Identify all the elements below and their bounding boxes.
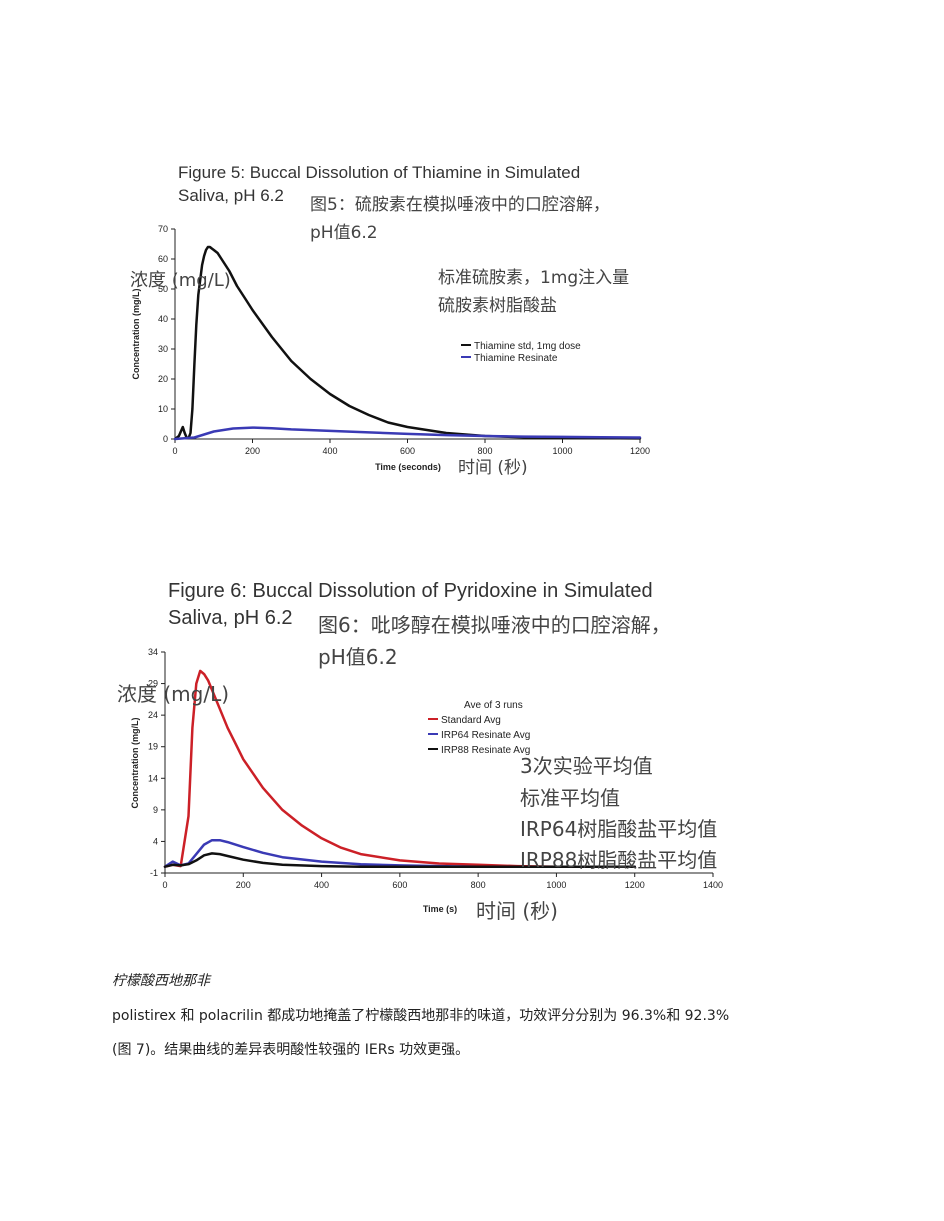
figure6-x-tick-label: 600 (392, 880, 407, 890)
figure6-zh-title-line2: pH值6.2 (318, 645, 398, 669)
figure6-zh-legend-line3: IRP64树脂酸盐平均值 (520, 817, 718, 841)
figure5-y-tick-label: 30 (158, 344, 168, 354)
figure6-zh-ylabel: 浓度 (mg/L) (117, 682, 230, 706)
figure5-zh-xlabel: 时间 (秒) (458, 458, 528, 478)
figure5-x-tick-label: 400 (322, 446, 337, 456)
figure5-x-tick-label: 200 (245, 446, 260, 456)
figure6-x-axis-label: Time (s) (423, 904, 457, 914)
figure6-zh-title-line1: 图6：吡哆醇在模拟唾液中的口腔溶解， (318, 613, 671, 637)
figure6-zh-legend-line2: 标准平均值 (520, 786, 620, 810)
figure6-y-tick-label: 9 (153, 805, 158, 815)
figure6-y-axis-label: Concentration (mg/L) (130, 718, 140, 809)
figure5-x-tick-label: 0 (172, 446, 177, 456)
figure5-x-tick-label: 600 (400, 446, 415, 456)
figure5-x-tick-label: 800 (477, 446, 492, 456)
figure6-x-tick-label: 0 (162, 880, 167, 890)
figure6-zh-legend-line4: IRP88树脂酸盐平均值 (520, 848, 718, 872)
figure6-chart: -1 4 9 14 19 24 29 34 0 200 400 600 800 1000 1200 1400 T… (130, 647, 723, 914)
figure6-y-tick-label: 24 (148, 710, 158, 720)
figure6-title-line2: Saliva, pH 6.2 (168, 607, 293, 629)
figure5-x-tick-label: 1200 (630, 446, 650, 456)
figure6-y-tick-label: 19 (148, 742, 158, 752)
figure5-zh-title-line1: 图5：硫胺素在模拟唾液中的口腔溶解， (310, 195, 610, 215)
section-paragraph-line1: polistirex 和 polacrilin 都成功地掩盖了柠檬酸西地那非的味… (112, 1008, 730, 1024)
figure5-series-line-1 (173, 245, 642, 441)
figure6-series-line-3 (163, 852, 636, 868)
figure5-y-tick-label: 60 (158, 254, 168, 264)
section-heading: 柠檬酸西地那非 (112, 973, 210, 989)
figure6-legend-entry-2: IRP64 Resinate Avg (441, 730, 530, 741)
figure6-y-tick-label: 4 (153, 836, 158, 846)
figure5-series-line-2 (173, 426, 642, 441)
figure6-zh-xlabel: 时间 (秒) (476, 899, 558, 923)
figure5-chart: 0 10 20 30 40 50 60 70 0 200 400 600 800 1000 1200 Time… (131, 224, 650, 472)
figure5-y-tick-label: 50 (158, 284, 168, 294)
figure5-title-line2: Saliva, pH 6.2 (178, 186, 284, 205)
figure6-x-tick-label: 1400 (703, 880, 723, 890)
figure6-x-tick-label: 800 (471, 880, 486, 890)
figure6-title-line1: Figure 6: Buccal Dissolution of Pyridoxi… (168, 580, 653, 602)
figure6-x-tick-label: 200 (236, 880, 251, 890)
figure5-y-axis-label: Concentration (mg/L) (131, 289, 141, 380)
figure6-y-tick-label: 14 (148, 773, 158, 783)
figure6-x-tick-label: 400 (314, 880, 329, 890)
figure6-zh-legend-line1: 3次实验平均值 (520, 754, 653, 778)
figure6-series-line-1 (163, 669, 636, 868)
figure5-x-tick-label: 1000 (552, 446, 572, 456)
figure6-legend-entry-1: Standard Avg (441, 715, 501, 726)
figure5-y-tick-label: 20 (158, 374, 168, 384)
figure5-y-tick-label: 40 (158, 314, 168, 324)
figure5-zh-legend-line1: 标准硫胺素，1mg注入量 (438, 268, 630, 288)
figure5-x-axis-label: Time (seconds) (375, 462, 441, 472)
figure6-x-tick-label: 1000 (546, 880, 566, 890)
figure6-legend-title: Ave of 3 runs (464, 700, 523, 711)
figure6-y-tick-label: -1 (150, 868, 158, 878)
figure5-zh-title-line2: pH值6.2 (310, 223, 378, 243)
section-paragraph-line2: (图 7)。结果曲线的差异表明酸性较强的 IERs 功效更强。 (112, 1042, 470, 1058)
figure5-zh-ylabel: 浓度 (mg/L) (130, 270, 231, 291)
figure5-legend-entry-2: Thiamine Resinate (474, 353, 558, 364)
figure5-y-tick-label: 70 (158, 224, 168, 234)
figure6-x-tick-label: 1200 (625, 880, 645, 890)
figure5-y-tick-label: 10 (158, 404, 168, 414)
figure5-title-line1: Figure 5: Buccal Dissolution of Thiamine… (178, 163, 581, 182)
figure5-legend-entry-1: Thiamine std, 1mg dose (474, 341, 581, 352)
figure6-legend-entry-3: IRP88 Resinate Avg (441, 745, 530, 756)
figure6-y-tick-label: 29 (148, 679, 158, 689)
figure5-zh-legend-line2: 硫胺素树脂酸盐 (438, 296, 557, 316)
figure5-y-tick-label: 0 (163, 434, 168, 444)
figure6-y-tick-label: 34 (148, 647, 158, 657)
